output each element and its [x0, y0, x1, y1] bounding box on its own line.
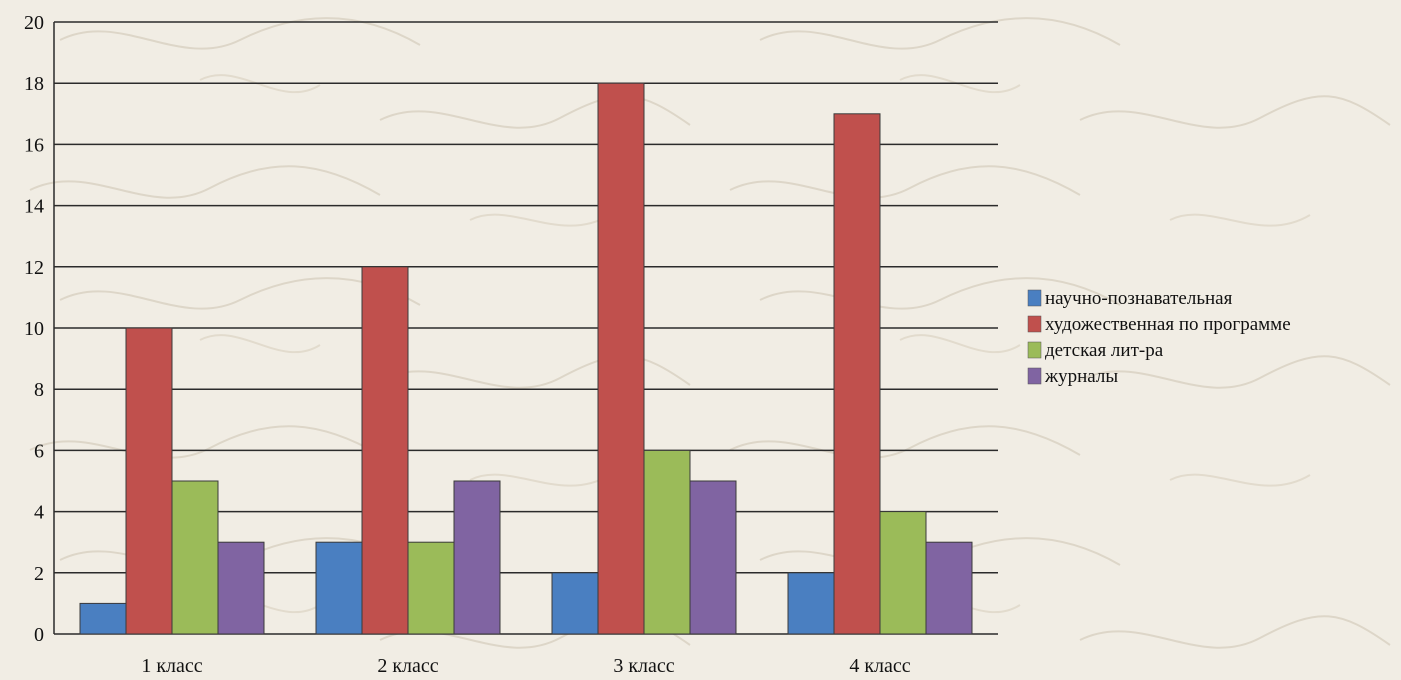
bar	[597, 82, 645, 635]
bar	[925, 541, 973, 635]
bar	[79, 602, 127, 635]
legend-swatch	[1027, 315, 1042, 333]
bar	[407, 541, 455, 635]
bar	[551, 572, 599, 635]
x-axis-categories: 1 класс 2 класс 3 класс 4 класс	[141, 655, 910, 677]
x-category-label: 3 класс	[613, 655, 674, 675]
bars	[79, 82, 973, 635]
y-axis-ticks: 0 2 4 6 8 10 12 14 16 18 20	[24, 12, 44, 646]
y-tick-label: 10	[24, 318, 44, 340]
legend: научно-познавательная художественная по п…	[1027, 288, 1291, 387]
y-tick-label: 18	[24, 73, 44, 95]
legend-swatch	[1027, 341, 1042, 359]
y-tick-label: 14	[24, 196, 44, 218]
bar	[453, 480, 501, 635]
bar	[787, 572, 835, 635]
legend-swatch	[1027, 367, 1042, 385]
y-tick-label: 2	[34, 563, 44, 585]
bar	[643, 449, 691, 635]
y-tick-label: 8	[34, 379, 44, 401]
bar	[171, 480, 219, 635]
bar	[125, 327, 173, 635]
bar	[833, 113, 881, 635]
legend-label: научно-познавательная	[1045, 288, 1233, 309]
y-tick-label: 4	[34, 502, 44, 524]
bar	[217, 541, 265, 635]
y-tick-label: 6	[34, 440, 44, 462]
bar	[879, 511, 927, 635]
bar	[315, 541, 363, 635]
bar	[689, 480, 737, 635]
y-tick-label: 12	[24, 257, 44, 279]
y-tick-label: 20	[24, 12, 44, 34]
x-category-label: 2 класс	[377, 655, 438, 675]
y-tick-label: 0	[34, 624, 44, 646]
x-category-label: 4 класс	[849, 655, 910, 675]
x-category-label: 1 класс	[141, 655, 202, 675]
legend-label: детская лит-ра	[1045, 340, 1164, 361]
y-tick-label: 16	[24, 134, 44, 156]
legend-label: журналы	[1044, 366, 1118, 387]
bar	[361, 266, 409, 635]
legend-label: художественная по программе	[1045, 314, 1291, 335]
legend-swatch	[1027, 289, 1042, 307]
